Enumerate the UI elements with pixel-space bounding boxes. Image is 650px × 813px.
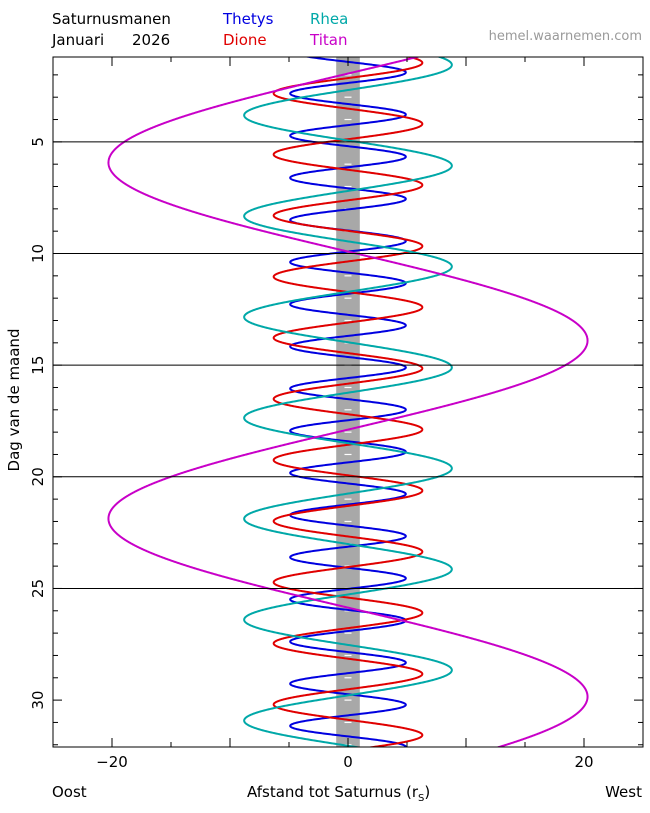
y-tick-label: 10 xyxy=(29,244,47,263)
x-tick-label: −20 xyxy=(96,753,128,771)
chart-month: Januari xyxy=(52,31,105,49)
y-axis-label: Dag van de maand xyxy=(5,329,23,472)
legend-dione: Dione xyxy=(223,31,267,49)
chart-title: Saturnusmanen xyxy=(52,10,171,28)
x-axis-label: Afstand tot Saturnus (rS) xyxy=(247,784,430,807)
footer-west: West xyxy=(605,783,642,801)
y-tick-label: 25 xyxy=(29,579,47,598)
site-credit: hemel.waarnemen.com xyxy=(488,29,642,44)
x-tick-label: 20 xyxy=(574,753,593,771)
y-tick-label: 5 xyxy=(29,137,47,147)
chart-year: 2026 xyxy=(132,31,171,49)
legend-rhea: Rhea xyxy=(310,10,349,28)
x-axis-label-close: ) xyxy=(424,783,431,801)
legend-thetys: Thetys xyxy=(223,10,274,28)
x-tick-label: 0 xyxy=(343,753,353,771)
orbit-curve-titan xyxy=(107,57,589,747)
y-tick-label: 20 xyxy=(29,467,47,486)
x-axis-label-text: Afstand tot Saturnus (r xyxy=(247,783,419,801)
x-axis-label-sub: S xyxy=(418,793,425,804)
y-tick-label: 15 xyxy=(29,356,47,375)
orbit-curve-thetys xyxy=(289,57,407,747)
footer-oost: Oost xyxy=(52,783,87,801)
legend-titan: Titan xyxy=(310,31,348,49)
orbit-curve-rhea xyxy=(243,57,453,747)
y-tick-label: 30 xyxy=(29,691,47,710)
orbit-curve-dione xyxy=(272,57,424,747)
